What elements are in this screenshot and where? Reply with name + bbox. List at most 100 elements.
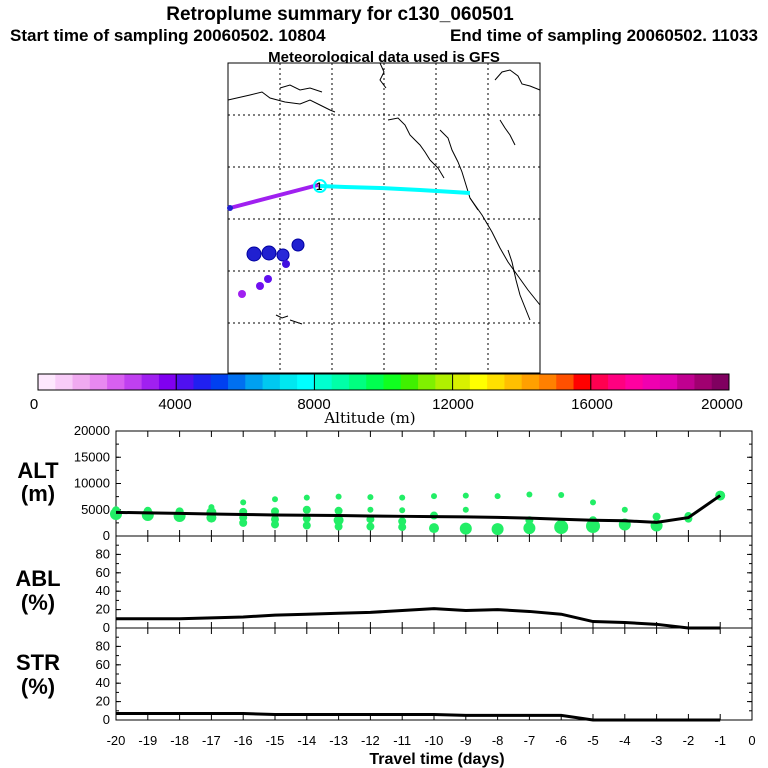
colorbar-swatch [400,374,419,390]
colorbar-tick-label: 8000 [297,396,330,413]
y-tick-label: 60 [96,565,110,580]
colorbar-tick-label: 20000 [701,396,743,413]
trajectory-start-dot [227,205,233,211]
str-panel-frame [115,627,753,721]
x-tick-label: -7 [524,733,536,748]
str-panel: 0 20 40 60 80 [96,627,753,727]
colorbar-swatch [72,374,91,390]
altitude-point [302,505,311,514]
y-tick-label: 5000 [81,502,110,517]
altitude-point [459,522,472,535]
met-data-label: Meteorological data used is GFS [268,49,500,66]
end-time-label: End time of sampling 20060502. 11033 [450,26,758,45]
colorbar-swatch [625,374,644,390]
colorbar-swatch [366,374,384,390]
colorbar-swatch [677,374,695,390]
x-tick-label: 0 [748,733,755,748]
abl-panel-frame [115,535,753,629]
abl-panel: 0 20 40 60 80 [96,535,753,635]
x-tick-label: -14 [297,733,316,748]
altitude-point [271,515,279,524]
x-tick-label: -16 [234,733,253,748]
colorbar-swatch [331,374,350,390]
cluster-marker [276,248,290,262]
colorbar-swatch [158,374,177,390]
colorbar-swatch [694,374,713,390]
colorbar-swatch [642,374,661,390]
colorbar-swatch [659,374,678,390]
str-panel-unit: (%) [21,674,55,699]
colorbar-swatch [228,374,246,390]
altitude-point [303,494,310,501]
altitude-point [334,506,343,515]
colorbar-swatch [124,374,143,390]
colorbar-swatch [297,374,315,390]
start-time-label: Start time of sampling 20060502. 10804 [10,26,326,45]
colorbar-swatch [348,374,367,390]
colorbar-swatch [556,374,575,390]
colorbar-frame [37,373,730,391]
altitude-point [462,492,469,499]
cluster-marker [282,260,290,268]
altitude-point [558,492,565,499]
cyan-sampling-track [319,184,471,195]
x-tick-label: -2 [683,733,695,748]
time-series-panels: 0 5000 10000 15000 20000 0 20 40 60 80 0 20 40 60 80 -2… [74,423,756,748]
colorbar-swatch [89,374,108,390]
x-tick-label: -20 [107,733,126,748]
altitude-point [523,522,536,535]
x-tick-label: -17 [202,733,221,748]
trajectory-map: 1 [227,62,541,374]
colorbar-swatch [418,374,436,390]
altitude-point [367,494,374,501]
colorbar-swatch [193,374,212,390]
y-tick-label: 10000 [74,476,110,491]
altitude-point [586,519,600,534]
coastline [227,62,541,325]
colorbar-title: Altitude (m) [323,409,415,427]
colorbar-swatch [452,374,471,390]
colorbar-swatch [141,374,160,390]
colorbar-swatch [608,374,626,390]
x-axis-title: Travel time (days) [369,751,504,768]
y-tick-label: 0 [103,712,110,727]
x-tick-label: -13 [329,733,348,748]
y-tick-label: 20000 [74,423,110,438]
cluster-marker [256,282,264,290]
y-tick-label: 15000 [74,449,110,464]
altitude-point [590,499,596,506]
colorbar-swatch [487,374,505,390]
colorbar-swatch [435,374,454,390]
cluster-marker [246,246,262,262]
colorbar-swatch [55,374,74,390]
x-tick-label: -4 [619,733,631,748]
altitude-point [399,494,406,501]
y-tick-label: 20 [96,694,110,709]
altitude-point [429,523,439,534]
colorbar-tick-labels: 0 4000 8000 12000 16000 20000 [30,396,743,413]
x-tick-label: -8 [492,733,504,748]
alt-panel: 0 5000 10000 15000 20000 [74,423,753,543]
colorbar-swatch [521,374,540,390]
altitude-point [494,493,501,500]
altitude-point [491,523,504,536]
colorbar-swatch [469,374,488,390]
colorbar-tick-label: 4000 [158,396,191,413]
altitude-point [526,491,533,498]
abl-panel-label: ABL [15,566,60,591]
y-tick-label: 40 [96,675,110,690]
trajectory-origin-ring [313,179,327,193]
x-tick-label: -9 [460,733,472,748]
altitude-point [335,493,342,500]
alt-panel-label: ALT [17,458,59,483]
colorbar-swatch [279,374,298,390]
x-tick-label: -5 [587,733,599,748]
cluster-marker [264,275,272,283]
altitude-point [367,506,374,513]
mean-altitude-line [115,494,722,524]
x-tick-label: -12 [361,733,380,748]
altitude-point [398,523,407,532]
colorbar-tick-label: 16000 [571,396,613,413]
cluster-markers [238,238,305,298]
x-tick-label: -15 [266,733,285,748]
